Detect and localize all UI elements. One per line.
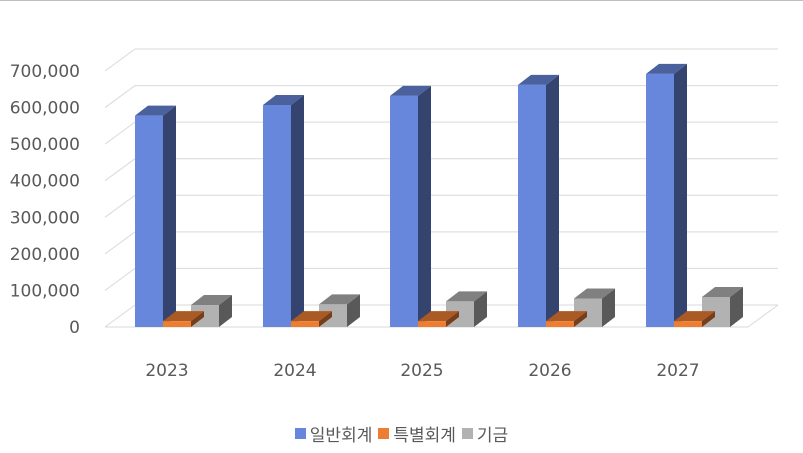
legend-swatch-special bbox=[378, 428, 390, 439]
y-tick-label: 200,000 bbox=[10, 245, 80, 265]
bar-general-front bbox=[518, 84, 546, 327]
bar-general-top bbox=[518, 74, 559, 85]
bar-fund-side bbox=[602, 288, 615, 327]
gridline-side bbox=[104, 194, 136, 218]
bar-general-front bbox=[263, 105, 291, 327]
y-tick-label: 100,000 bbox=[10, 281, 80, 301]
bar-fund-side bbox=[474, 291, 487, 327]
bar-general-side bbox=[163, 105, 176, 327]
bar-general-front bbox=[390, 95, 418, 328]
gridline-side bbox=[104, 48, 136, 72]
bar-fund-top bbox=[702, 287, 743, 298]
chart-legend: 일반회계 특별회계 기금 bbox=[0, 421, 803, 446]
gridline-side bbox=[104, 121, 136, 145]
bar-special bbox=[546, 311, 587, 327]
y-tick-label: 300,000 bbox=[10, 208, 80, 228]
bar-fund-top bbox=[574, 288, 615, 299]
bar-special-side bbox=[446, 311, 459, 327]
bar-general-top bbox=[646, 63, 687, 74]
bar-general-side bbox=[674, 63, 687, 327]
bar-special-top bbox=[418, 311, 459, 322]
bar-special-front bbox=[546, 321, 574, 327]
x-tick-label: 2027 bbox=[656, 361, 699, 381]
bar-special-top bbox=[546, 311, 587, 322]
bar-fund-top bbox=[319, 294, 360, 305]
bar-general-side bbox=[546, 74, 559, 327]
y-tick-label: 400,000 bbox=[10, 172, 80, 192]
x-tick-label: 2024 bbox=[273, 361, 316, 381]
bar-fund bbox=[319, 294, 360, 327]
bar-special-side bbox=[319, 311, 332, 327]
bar-general bbox=[518, 74, 559, 327]
bar-special-top bbox=[163, 311, 204, 322]
bar-general-side bbox=[418, 85, 431, 328]
y-tick-label: 700,000 bbox=[10, 62, 80, 82]
legend-label-fund: 기금 bbox=[476, 426, 509, 446]
legend-item-general: 일반회계 bbox=[294, 421, 373, 446]
bar-special-side bbox=[574, 311, 587, 327]
bar-fund bbox=[446, 291, 487, 327]
legend-swatch-fund bbox=[461, 428, 473, 439]
bar-general-top bbox=[390, 85, 431, 96]
floor-right-edge bbox=[747, 304, 779, 328]
bar-fund-top bbox=[191, 295, 232, 306]
bar-general bbox=[135, 105, 176, 327]
y-tick-label: 0 bbox=[69, 318, 80, 338]
bar-general-front bbox=[646, 73, 674, 327]
bar-special bbox=[418, 311, 459, 327]
bar-special-top bbox=[291, 311, 332, 322]
bar-special-side bbox=[702, 311, 715, 327]
legend-item-fund: 기금 bbox=[461, 421, 509, 446]
bar-special bbox=[674, 311, 715, 327]
gridline-side bbox=[104, 158, 136, 182]
gridline-side bbox=[104, 268, 136, 291]
bar-special-side bbox=[191, 311, 204, 327]
bar-general bbox=[263, 95, 304, 327]
bar-special-top bbox=[674, 311, 715, 322]
bar-general-top bbox=[263, 95, 304, 106]
bar-fund-side bbox=[347, 294, 360, 327]
gridline-side bbox=[104, 304, 136, 328]
bar-special bbox=[163, 311, 204, 327]
y-tick-label: 600,000 bbox=[10, 99, 80, 119]
bar-fund-top bbox=[446, 291, 487, 302]
bar-special-front bbox=[674, 321, 702, 327]
bar-special-front bbox=[291, 321, 319, 327]
bar-general bbox=[390, 85, 431, 328]
bar-special-front bbox=[418, 321, 446, 327]
legend-label-general: 일반회계 bbox=[309, 426, 373, 446]
x-tick-label: 2023 bbox=[145, 361, 188, 381]
bar-general-side bbox=[291, 95, 304, 327]
bar-special-front bbox=[163, 321, 191, 327]
legend-label-special: 특별회계 bbox=[393, 426, 456, 446]
x-tick-label: 2026 bbox=[528, 361, 571, 381]
bar-special bbox=[291, 311, 332, 327]
chart-plot: 0 100,000 200,000 300,000 400,000 500,000 600,… bbox=[10, 48, 779, 381]
gridline-side bbox=[104, 231, 136, 255]
bar-fund-side bbox=[219, 295, 232, 327]
legend-swatch-general bbox=[294, 428, 306, 439]
bar-general-top bbox=[135, 105, 176, 116]
gridline-side bbox=[104, 85, 136, 108]
y-tick-label: 500,000 bbox=[10, 135, 80, 155]
legend-item-special: 특별회계 bbox=[378, 421, 456, 446]
bar-general bbox=[646, 63, 687, 327]
x-tick-label: 2025 bbox=[400, 361, 443, 381]
bar-general-front bbox=[135, 115, 163, 327]
bar-fund-side bbox=[730, 287, 743, 327]
